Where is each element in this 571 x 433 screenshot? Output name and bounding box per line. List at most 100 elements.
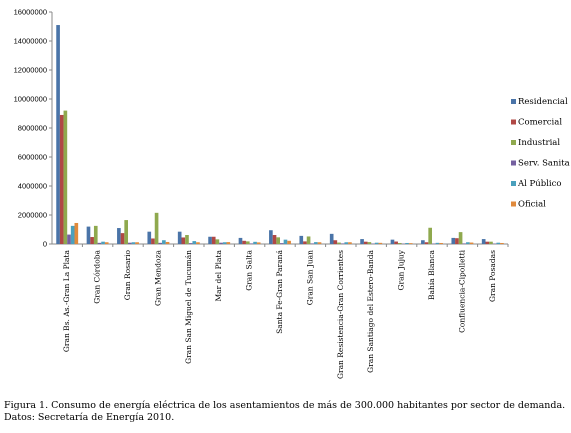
x-tick-label: Gran Resistencia-Gran Corrientes	[336, 250, 345, 379]
bar	[299, 235, 304, 244]
bar	[363, 241, 368, 244]
caption-line-2: Datos: Secretaría de Energía 2010.	[4, 412, 175, 423]
bar	[489, 241, 493, 244]
bar	[147, 231, 152, 244]
bar	[310, 243, 315, 244]
x-tick-label: Bahía Blanca	[427, 249, 436, 299]
legend-label: Industrial	[518, 138, 560, 148]
bar	[276, 237, 280, 244]
y-tick-label: 10000000	[14, 95, 47, 104]
x-tick-label: Gran Posadas	[488, 250, 497, 302]
y-tick-label: 14000000	[14, 37, 47, 46]
legend-swatch	[511, 99, 516, 104]
bar	[188, 243, 193, 244]
bar	[154, 212, 159, 244]
bar	[196, 242, 200, 244]
bar	[451, 237, 456, 244]
bar	[272, 235, 277, 244]
legend-swatch	[511, 160, 516, 166]
bar	[117, 228, 121, 244]
bar	[287, 240, 291, 244]
bar	[466, 242, 470, 244]
bar	[348, 242, 352, 244]
bar	[158, 242, 163, 244]
bar	[165, 241, 170, 244]
figure-caption: Figura 1. Consumo de energía eléctrica d…	[4, 400, 566, 424]
bar	[394, 241, 398, 244]
y-tick-label: 6000000	[18, 153, 47, 162]
y-tick-label: 4000000	[18, 182, 47, 191]
bar	[67, 234, 71, 244]
bar	[131, 242, 136, 244]
bar	[408, 243, 413, 244]
bar	[458, 232, 463, 244]
bar	[439, 242, 443, 244]
bar	[215, 239, 220, 244]
bar	[390, 239, 395, 244]
bar	[222, 242, 227, 244]
bar	[367, 242, 372, 244]
caption-line-1: Figura 1. Consumo de energía eléctrica d…	[4, 400, 566, 411]
y-tick-label: 12000000	[14, 66, 47, 75]
x-tick-label: Gran Jujuy	[397, 249, 406, 290]
bar	[397, 242, 402, 244]
bar	[120, 233, 125, 244]
x-tick-label: Gran San Juan	[305, 250, 314, 305]
y-tick-label: 8000000	[18, 124, 47, 133]
x-tick-label: Santa Fe-Gran Paraná	[275, 249, 284, 333]
bar	[185, 235, 189, 244]
bar	[337, 242, 341, 244]
bar	[226, 242, 231, 244]
bar	[378, 242, 383, 244]
bar	[63, 110, 68, 244]
bar	[469, 242, 474, 244]
x-tick-label: Gran Santiago del Estero-Banda	[366, 249, 375, 372]
bar	[360, 239, 364, 244]
bar	[249, 243, 254, 244]
bar	[93, 225, 98, 244]
bar	[181, 237, 186, 244]
bar	[104, 242, 109, 244]
x-tick-label: Gran Mendoza	[153, 249, 162, 305]
bar	[455, 238, 459, 244]
bar	[192, 241, 197, 244]
bar	[124, 220, 128, 244]
bar	[333, 240, 338, 244]
bar	[428, 227, 432, 244]
bar	[56, 25, 60, 244]
bar	[344, 242, 349, 244]
x-tick-label: Mar del Plata	[214, 249, 223, 301]
bar	[245, 241, 250, 244]
bar	[303, 241, 307, 244]
bar	[128, 242, 132, 244]
bar	[256, 242, 261, 244]
legend-label: Comercial	[518, 118, 562, 128]
x-tick-label: Confluencia-Cipolletti	[457, 249, 466, 333]
x-tick-label: Gran Salta	[245, 249, 254, 290]
bar	[86, 226, 91, 244]
bar	[340, 243, 345, 244]
bar	[59, 114, 64, 244]
legend-label: Al Público	[517, 178, 562, 189]
legend-label: Oficial	[518, 200, 546, 210]
bar	[481, 239, 486, 244]
bar	[374, 242, 379, 244]
bar-chart: 0 2000000 4000000 6000000 8000000 10000000 120…	[14, 8, 570, 380]
legend-swatch	[511, 201, 516, 207]
y-tick-label: 0	[43, 240, 47, 249]
legend-label: Serv. Sanita	[518, 159, 570, 169]
bar	[70, 225, 75, 244]
bar	[421, 240, 425, 244]
bar	[424, 242, 429, 244]
bar	[317, 242, 322, 244]
bar	[329, 233, 334, 244]
bar	[74, 222, 79, 244]
y-tick-label: 16000000	[14, 8, 47, 17]
bar	[405, 242, 409, 244]
bar	[177, 231, 182, 244]
bar	[101, 241, 105, 244]
x-tick-label: Gran Bs. As.-Gran La Plata	[62, 249, 71, 352]
bar	[462, 243, 467, 244]
bar	[238, 237, 243, 244]
bar	[485, 241, 490, 244]
